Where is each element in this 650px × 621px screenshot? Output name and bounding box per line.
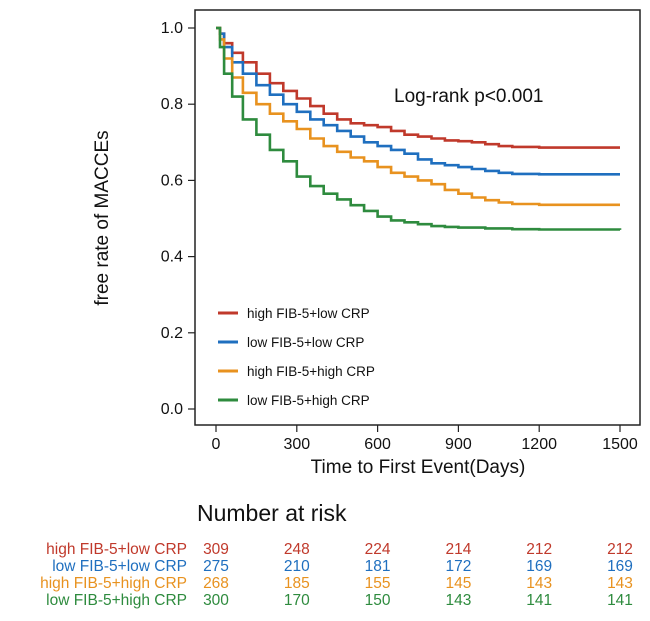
axis-ticks: 0 300 600 900 1200 1500 0.0 0.2 0.4 0.6 0.8 1.0 xyxy=(161,20,638,453)
risk-table: high FIB-5+low CRP 309 248 224 214 212 212 low … xyxy=(40,541,633,609)
risk-value: 141 xyxy=(526,592,552,609)
risk-value: 212 xyxy=(526,541,552,558)
y-tick-label: 1.0 xyxy=(161,20,183,37)
series-line-4 xyxy=(216,26,622,231)
risk-value: 300 xyxy=(203,592,229,609)
risk-value: 141 xyxy=(607,592,633,609)
y-tick-label: 0.0 xyxy=(161,401,183,418)
logrank-annotation: Log-rank p<0.001 xyxy=(394,86,543,107)
risk-value: 210 xyxy=(284,558,310,575)
legend-label-4: low FIB-5+high CRP xyxy=(247,393,370,408)
series-line-1 xyxy=(216,26,620,149)
risk-value: 212 xyxy=(607,541,633,558)
legend-label-3: high FIB-5+high CRP xyxy=(247,364,375,379)
y-axis-title: free rate of MACCEs xyxy=(92,130,113,305)
risk-row-label-3: high FIB-5+high CRP xyxy=(40,575,187,592)
risk-row-label-2: low FIB-5+low CRP xyxy=(52,558,187,575)
legend-label-2: low FIB-5+low CRP xyxy=(247,335,364,350)
risk-value: 170 xyxy=(284,592,310,609)
risk-value: 224 xyxy=(365,541,391,558)
x-tick-label: 600 xyxy=(364,436,391,453)
y-tick-label: 0.6 xyxy=(161,172,183,189)
risk-value: 145 xyxy=(445,575,471,592)
y-tick-label: 0.4 xyxy=(161,249,183,266)
risk-value: 169 xyxy=(607,558,633,575)
risk-value: 143 xyxy=(526,575,552,592)
legend: high FIB-5+low CRP low FIB-5+low CRP high … xyxy=(218,306,375,408)
risk-value: 155 xyxy=(365,575,391,592)
y-tick-label: 0.2 xyxy=(161,325,183,342)
plot-frame xyxy=(194,9,641,426)
risk-value: 143 xyxy=(607,575,633,592)
risk-row-label-4: low FIB-5+high CRP xyxy=(46,592,187,609)
risk-row-label-1: high FIB-5+low CRP xyxy=(46,541,187,558)
risk-value: 248 xyxy=(284,541,310,558)
risk-value: 143 xyxy=(445,592,471,609)
series-line-3 xyxy=(216,26,620,207)
risk-value: 169 xyxy=(526,558,552,575)
x-tick-label: 300 xyxy=(283,436,310,453)
x-tick-label: 0 xyxy=(212,436,221,453)
risk-value: 181 xyxy=(365,558,391,575)
legend-label-1: high FIB-5+low CRP xyxy=(247,306,370,321)
x-tick-label: 900 xyxy=(445,436,472,453)
risk-value: 185 xyxy=(284,575,310,592)
risk-value: 150 xyxy=(365,592,391,609)
y-tick-label: 0.8 xyxy=(161,96,183,113)
risk-table-title: Number at risk xyxy=(197,500,347,526)
risk-value: 268 xyxy=(203,575,229,592)
x-axis-title: Time to First Event(Days) xyxy=(311,457,526,478)
risk-value: 275 xyxy=(203,558,229,575)
x-tick-label: 1200 xyxy=(521,436,557,453)
survival-curves xyxy=(216,26,622,231)
x-tick-label: 1500 xyxy=(602,436,638,453)
risk-value: 214 xyxy=(445,541,471,558)
series-line-2 xyxy=(216,26,620,176)
risk-value: 172 xyxy=(445,558,471,575)
risk-value: 309 xyxy=(203,541,229,558)
